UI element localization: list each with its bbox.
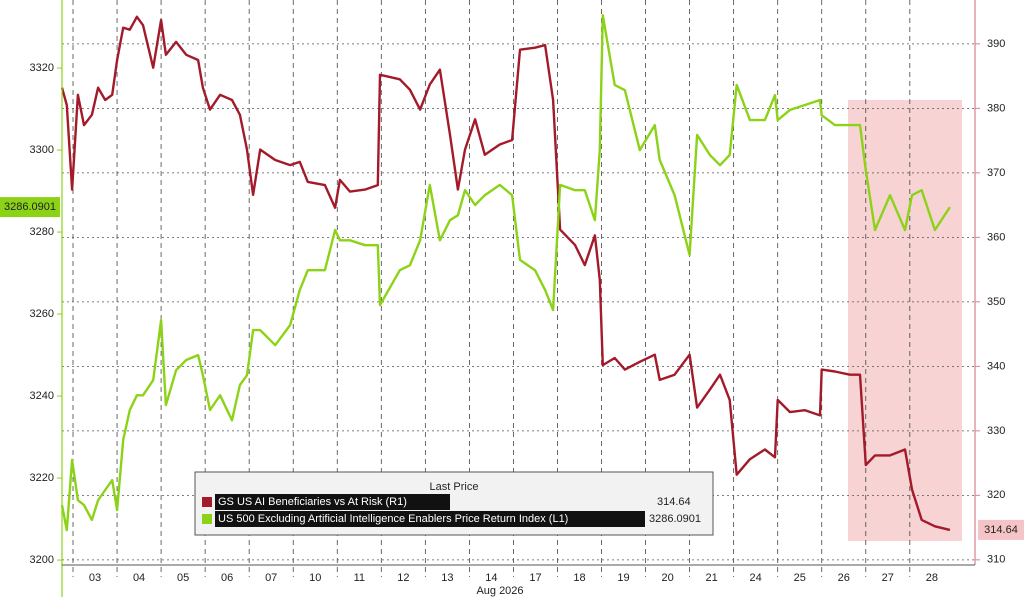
last-value-label: 314.64 bbox=[984, 524, 1018, 536]
y-tick-label: 3280 bbox=[30, 226, 54, 238]
y2-tick-label: 320 bbox=[987, 489, 1005, 501]
x-tick-label: 21 bbox=[706, 572, 718, 584]
x-tick-label: 07 bbox=[265, 572, 277, 584]
x-tick-label: 10 bbox=[309, 572, 321, 584]
series-line bbox=[60, 14, 951, 532]
y2-tick-label: 390 bbox=[987, 38, 1005, 50]
x-tick-label: 26 bbox=[838, 572, 850, 584]
legend: Last Price GS US AI Beneficiaries vs At … bbox=[194, 471, 714, 536]
y2-tick-label: 340 bbox=[987, 360, 1005, 372]
legend-row-bg bbox=[215, 494, 450, 510]
plot bbox=[60, 14, 951, 532]
x-tick-label: 12 bbox=[397, 572, 409, 584]
legend-value: 314.64 bbox=[657, 496, 691, 508]
y2-tick-label: 350 bbox=[987, 296, 1005, 308]
legend-label: GS US AI Beneficiaries vs At Risk (R1) bbox=[218, 496, 407, 508]
legend-swatch bbox=[202, 497, 212, 507]
y-tick-label: 3240 bbox=[30, 390, 54, 402]
x-tick-label: 24 bbox=[750, 572, 762, 584]
y2-tick-label: 360 bbox=[987, 231, 1005, 243]
x-tick-label: 27 bbox=[882, 572, 894, 584]
y-tick-label: 3200 bbox=[30, 554, 54, 566]
y2-tick-label: 330 bbox=[987, 425, 1005, 437]
last-value-tag bbox=[0, 197, 60, 218]
x-tick-label: 13 bbox=[441, 572, 453, 584]
legend-title: Last Price bbox=[430, 481, 479, 493]
y-tick-label: 3320 bbox=[30, 62, 54, 74]
x-tick-label: 06 bbox=[221, 572, 233, 584]
x-tick-label: 19 bbox=[617, 572, 629, 584]
series-line bbox=[60, 15, 951, 532]
legend-label: US 500 Excluding Artificial Intelligence… bbox=[218, 513, 568, 525]
x-axis-label: Aug 2026 bbox=[476, 585, 523, 597]
y2-tick-label: 370 bbox=[987, 167, 1005, 179]
x-tick-label: 28 bbox=[926, 572, 938, 584]
legend-value: 3286.0901 bbox=[649, 513, 701, 525]
x-tick-label: 03 bbox=[89, 572, 101, 584]
x-tick-label: 20 bbox=[661, 572, 673, 584]
y-tick-label: 3220 bbox=[30, 472, 54, 484]
y2-tick-label: 380 bbox=[987, 102, 1005, 114]
x-tick-label: 05 bbox=[177, 572, 189, 584]
last-value-tag bbox=[978, 519, 1024, 540]
y-tick-label: 3260 bbox=[30, 308, 54, 320]
legend-swatch bbox=[202, 514, 212, 524]
x-tick-label: 25 bbox=[794, 572, 806, 584]
x-tick-label: 04 bbox=[133, 572, 145, 584]
x-tick-label: 18 bbox=[573, 572, 585, 584]
last-value-label: 3286.0901 bbox=[4, 201, 56, 213]
y-tick-label: 3300 bbox=[30, 144, 54, 156]
x-tick-label: 17 bbox=[529, 572, 541, 584]
x-tick-label: 11 bbox=[354, 572, 365, 584]
x-tick-label: 14 bbox=[485, 572, 497, 584]
legend-row-bg bbox=[215, 511, 645, 527]
y2-tick-label: 310 bbox=[987, 554, 1005, 566]
